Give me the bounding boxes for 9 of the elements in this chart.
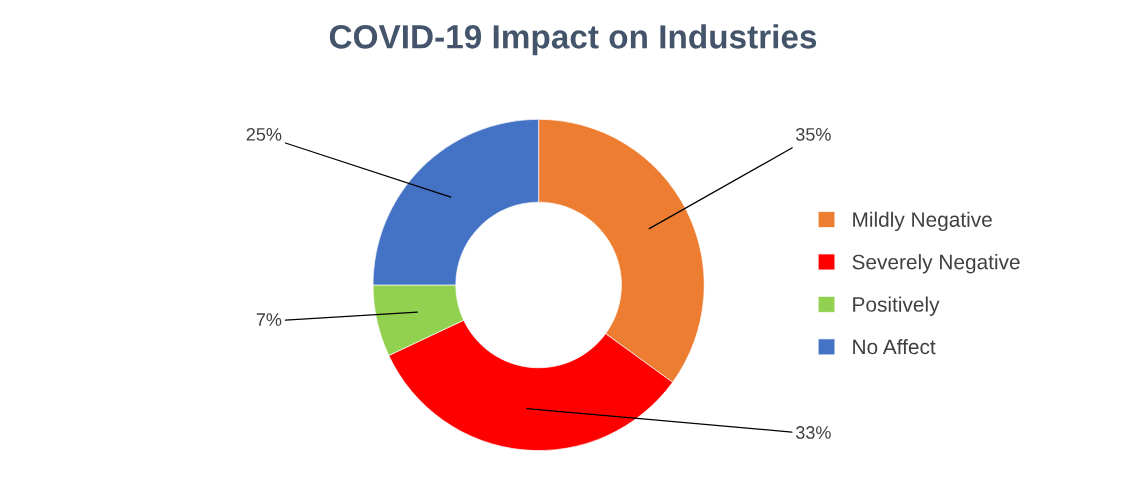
data-label: 25%: [246, 127, 282, 141]
legend-label: No Affect: [853, 339, 936, 355]
chart-title: COVID-19 Impact on Industries: [329, 24, 817, 56]
legend-label: Mildly Negative: [853, 211, 992, 232]
data-label: 33%: [795, 426, 831, 439]
data-label: 35%: [795, 127, 831, 141]
data-label: 7%: [256, 313, 282, 326]
legend-label: Severely Negative: [852, 254, 1020, 274]
legend-label: Positively: [853, 296, 940, 316]
